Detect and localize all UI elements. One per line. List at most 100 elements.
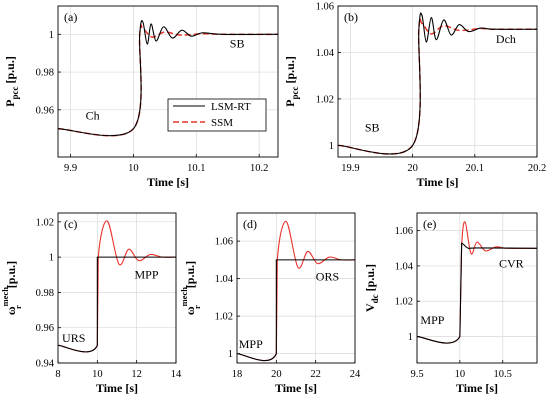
panel-e-ylabel-sub: dc [370, 294, 380, 303]
panel-c-ylabel-sup: mech [0, 287, 10, 307]
panel-d: 18 20 22 24 1 1.02 1.04 1.06 Time [s] ωmechr [p.u… [179, 212, 361, 395]
panel-e-xtick-label-2: 10.5 [494, 369, 512, 380]
panel-c-axes-box [57, 212, 177, 364]
panel-b-ylabel-unit: [p.u.] [283, 56, 297, 86]
panel-c-annotation-urs: URS [62, 331, 85, 345]
panel-c-xtick-label-0: 8 [55, 369, 60, 380]
panel-e-xlabel: Time [s] [456, 381, 498, 395]
panel-a-ylabel: Ppcc [p.u.] [3, 56, 20, 107]
panel-e-ytick-label-3: 1.06 [395, 226, 413, 237]
panels-layer: 9.9 10 10.1 10.2 0.96 0.98 1 Time [s] Ppcc [p.u.… [0, 2, 546, 396]
panel-a-xtick-label-3: 10.2 [250, 163, 268, 174]
panel-e-xtick-label-1: 10 [455, 369, 466, 380]
panel-b-ytick-label-2: 1.04 [316, 48, 335, 59]
panel-d-annotation-ors: ORS [316, 270, 339, 284]
panel-c-ytick-label-4: 1.02 [36, 217, 54, 228]
panel-b-axes-box [337, 5, 538, 158]
panel-a-xtick-label-0: 9.9 [64, 163, 77, 174]
panel-a-ylabel-sub: pcc [10, 87, 20, 100]
panel-d-xtick-label-3: 24 [350, 369, 361, 380]
panel-c-xtick-label-1: 10 [92, 369, 103, 380]
panel-b-series-lsm-rt [338, 12, 537, 155]
panel-c-ylabel-unit: [p.u.] [4, 261, 18, 291]
panel-a-ylabel-main: P [3, 100, 17, 107]
panel-d-xtick-label-2: 22 [310, 369, 321, 380]
panel-a-xtick-label-2: 10.1 [187, 163, 205, 174]
panel-e-tag: (e) [423, 217, 436, 231]
panel-b-xtick-label-2: 20.1 [466, 163, 484, 174]
panel-d-tag: (d) [243, 217, 257, 231]
panel-a-axes-box [57, 5, 279, 158]
panel-e-axes-box [416, 212, 538, 364]
panel-d-axes-box [236, 212, 356, 364]
panel-c-tag: (c) [64, 217, 77, 231]
panel-a-tag: (a) [64, 10, 77, 24]
panel-d-ylabel-sup: mech [179, 287, 189, 307]
panel-b-ylabel-main: P [283, 100, 297, 107]
panel-e-ytick-label-1: 1.02 [395, 297, 413, 308]
panel-b-xtick-label-0: 19.9 [341, 163, 359, 174]
panel-c-ytick-label-1: 0.96 [36, 323, 54, 334]
panel-b-annotation-dch: Dch [496, 32, 516, 46]
panel-c-annotation-mpp: MPP [134, 267, 158, 281]
panel-e-ylabel: Vdc [p.u.] [363, 264, 380, 312]
panel-b-annotation-sb: SB [365, 120, 380, 134]
panel-d-series-ssm [237, 220, 355, 362]
panel-b-ylabel-sub: pcc [290, 87, 300, 100]
panel-d-ylabel-main: ω [183, 306, 197, 315]
panel-b: 19.9 20 20.1 20.2 1 1.02 1.04 1.06 Time [s] Ppcc … [283, 2, 546, 190]
panel-e-ytick-label-0: 1 [408, 332, 413, 343]
panel-d-ylabel-unit: [p.u.] [183, 261, 197, 291]
panel-a-xlabel: Time [s] [147, 175, 189, 189]
panel-d-ytick-label-0: 1 [228, 349, 233, 360]
panel-b-ytick-label-0: 1 [329, 141, 334, 152]
panel-d-xtick-label-1: 20 [271, 369, 282, 380]
panel-a: 9.9 10 10.1 10.2 0.96 0.98 1 Time [s] Ppcc [p.u.… [3, 5, 279, 189]
panel-c-xtick-label-3: 14 [171, 369, 182, 380]
panel-c-ylabel: ωmechr [p.u.] [0, 261, 23, 315]
panel-a-ytick-label-1: 0.98 [36, 68, 54, 79]
legend-box [167, 98, 267, 132]
legend: LSM-RT SSM [167, 98, 267, 132]
panel-c-ylabel-main: ω [4, 306, 18, 315]
panel-a-ylabel-unit: [p.u.] [3, 56, 17, 86]
legend-label-ssm: SSM [211, 117, 233, 129]
panel-a-ytick-label-2: 1 [49, 30, 54, 41]
panel-b-ytick-label-3: 1.06 [316, 2, 334, 13]
panel-a-xtick-label-1: 10 [128, 163, 139, 174]
panel-d-ytick-label-3: 1.06 [215, 237, 233, 248]
panel-e-annotation-mpp: MPP [420, 313, 444, 327]
panel-c-series-ssm [58, 220, 176, 353]
panel-d-ylabel-sub: r [192, 305, 202, 309]
panel-d-series-lsm-rt [237, 259, 355, 362]
panel-b-xtick-label-3: 20.2 [528, 163, 546, 174]
panel-c-xlabel: Time [s] [96, 381, 138, 395]
panel-d-ylabel: ωmechr [p.u.] [179, 261, 202, 315]
panel-c-xtick-label-2: 12 [131, 369, 142, 380]
panel-a-ytick-label-0: 0.96 [36, 105, 54, 116]
panel-e-ylabel-main: V [363, 303, 377, 312]
panel-c-ytick-label-2: 0.98 [36, 288, 54, 299]
panel-b-xtick-label-1: 20 [407, 163, 418, 174]
legend-label-lsm-rt: LSM-RT [211, 101, 251, 113]
panel-c: 8 10 12 14 0.94 0.96 0.98 1 1.02 Time [s] ωmechr [… [0, 212, 182, 395]
panel-e-ytick-label-2: 1.04 [395, 261, 414, 272]
panel-e-ylabel-unit: [p.u.] [363, 264, 377, 294]
panel-a-annotation-ch: Ch [86, 108, 100, 122]
panel-c-series-lsm-rt [58, 256, 176, 353]
panel-d-annotation-mpp: MPP [239, 337, 263, 351]
panel-e-xtick-label-0: 9.5 [410, 369, 423, 380]
panel-b-xlabel: Time [s] [416, 175, 458, 189]
panel-b-ylabel: Ppcc [p.u.] [283, 56, 300, 107]
panel-d-ytick-label-2: 1.04 [215, 274, 234, 285]
panel-a-annotation-sb: SB [230, 37, 245, 51]
panel-c-ytick-label-3: 1 [49, 253, 54, 264]
panel-e-series-lsm-rt [417, 242, 537, 344]
panel-b-tag: (b) [344, 10, 358, 24]
panel-d-ytick-label-1: 1.02 [215, 312, 233, 323]
panel-e-annotation-cvr: CVR [499, 257, 524, 271]
panel-d-xlabel: Time [s] [275, 381, 317, 395]
panel-c-ytick-label-0: 0.94 [36, 359, 55, 370]
panel-b-ytick-label-1: 1.02 [316, 94, 334, 105]
panel-d-xtick-label-0: 18 [232, 369, 243, 380]
